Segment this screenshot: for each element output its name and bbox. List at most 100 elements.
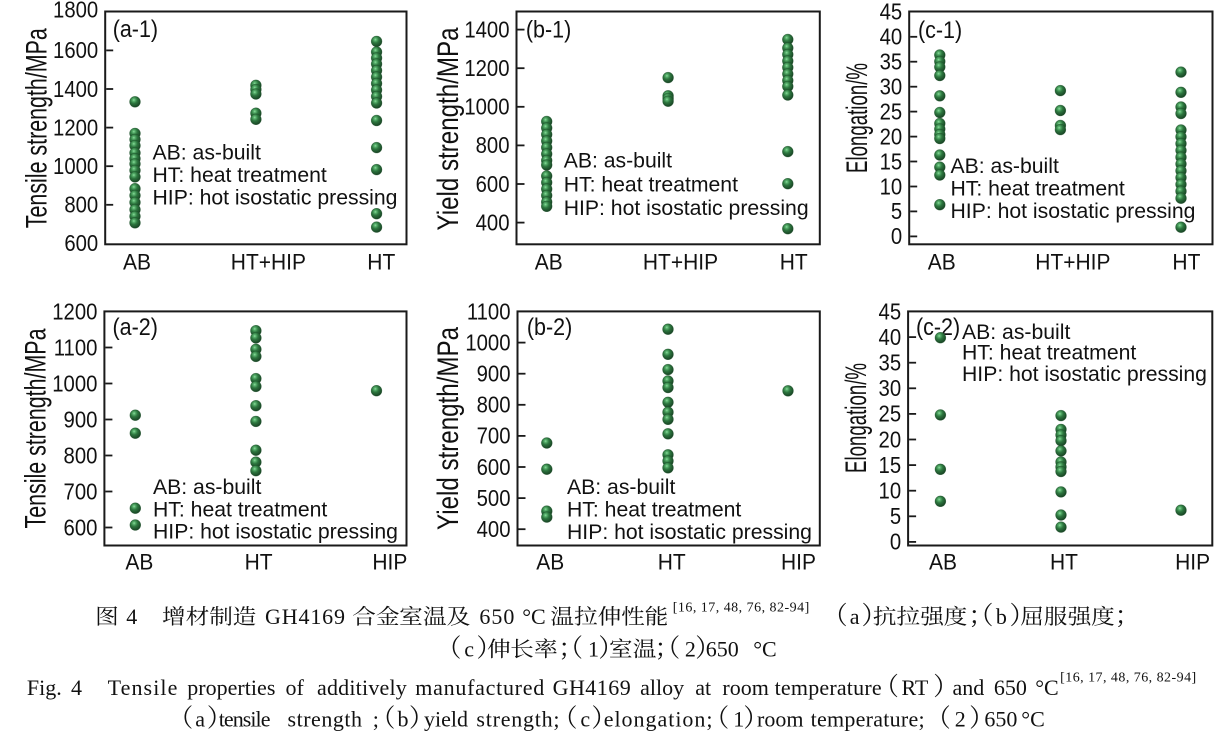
svg-text:elongation;: elongation; — [604, 707, 713, 732]
svg-text:yield: yield — [424, 707, 468, 732]
svg-text:a: a — [195, 707, 205, 732]
svg-text:HT+HIP: HT+HIP — [1035, 250, 1110, 275]
svg-text:AB: AB — [928, 250, 956, 275]
svg-text:1100: 1100 — [467, 299, 511, 324]
svg-text:HIP: hot isostatic pressing: HIP: hot isostatic pressing — [153, 186, 398, 209]
svg-text:HIP: hot isostatic pressing: HIP: hot isostatic pressing — [962, 363, 1207, 386]
svg-text:AB: as-built: AB: as-built — [951, 155, 1059, 178]
svg-text:and: and — [953, 675, 985, 700]
svg-text:0: 0 — [890, 530, 901, 555]
svg-text:strength: strength — [288, 707, 363, 732]
svg-text:40: 40 — [879, 325, 902, 350]
svg-text:HIP: HIP — [1175, 550, 1210, 575]
svg-text:HIP: hot isostatic pressing: HIP: hot isostatic pressing — [567, 521, 812, 544]
svg-text:(b-2): (b-2) — [527, 313, 572, 340]
svg-text:Elongation/%: Elongation/% — [840, 63, 873, 173]
svg-text:AB: as-built: AB: as-built — [962, 321, 1070, 344]
svg-text:AB: as-built: AB: as-built — [564, 149, 672, 172]
svg-text:HT+HIP: HT+HIP — [231, 250, 306, 275]
svg-text:1400: 1400 — [53, 77, 98, 102]
svg-text:1600: 1600 — [53, 38, 98, 63]
svg-text:25: 25 — [880, 99, 903, 124]
svg-text:25: 25 — [879, 402, 902, 427]
svg-text:[16, 17, 48, 76, 82-94]: [16, 17, 48, 76, 82-94] — [1060, 671, 1196, 686]
svg-text:5: 5 — [890, 504, 901, 529]
svg-text:HT+HIP: HT+HIP — [643, 250, 718, 275]
svg-text:20: 20 — [880, 124, 903, 149]
svg-text:Fig.: Fig. — [27, 675, 62, 700]
svg-text:45: 45 — [880, 0, 903, 25]
svg-text:1200: 1200 — [464, 56, 509, 81]
svg-text:650: 650 — [984, 707, 1017, 732]
svg-text:AB: as-built: AB: as-built — [153, 142, 261, 165]
svg-text:b: b — [996, 604, 1007, 629]
svg-text:1100: 1100 — [54, 335, 98, 360]
svg-text:600: 600 — [477, 455, 511, 480]
svg-text:10: 10 — [879, 478, 902, 503]
svg-text:900: 900 — [64, 407, 98, 432]
svg-text:of: of — [286, 675, 305, 700]
svg-text:45: 45 — [879, 299, 902, 324]
svg-text:30: 30 — [879, 376, 902, 401]
svg-text:1400: 1400 — [464, 17, 509, 42]
svg-text:800: 800 — [477, 393, 511, 418]
svg-text:35: 35 — [879, 350, 902, 375]
svg-text:1000: 1000 — [53, 154, 98, 179]
svg-text:800: 800 — [64, 193, 98, 218]
svg-text:1200: 1200 — [52, 299, 97, 324]
svg-text:c: c — [580, 707, 590, 732]
svg-text:HT: HT — [658, 550, 686, 575]
svg-text:tensile: tensile — [219, 707, 271, 732]
svg-text:manufactured: manufactured — [415, 675, 544, 700]
svg-text:at: at — [695, 675, 711, 700]
svg-text:800: 800 — [64, 443, 98, 468]
svg-text:4: 4 — [71, 675, 82, 700]
svg-text:AB: AB — [929, 550, 957, 575]
svg-text:700: 700 — [477, 424, 511, 449]
svg-text:HT: heat treatment: HT: heat treatment — [951, 177, 1125, 200]
svg-text:700: 700 — [64, 479, 98, 504]
svg-text:GH4169: GH4169 — [553, 675, 631, 700]
svg-text:HIP: HIP — [781, 550, 816, 575]
svg-text:900: 900 — [477, 361, 511, 386]
svg-text:c: c — [464, 637, 474, 662]
svg-text:temperature;: temperature; — [811, 707, 925, 732]
svg-text:1000: 1000 — [465, 330, 510, 355]
svg-text:400: 400 — [476, 210, 510, 235]
svg-text:400: 400 — [477, 517, 511, 542]
svg-text:a: a — [850, 604, 860, 629]
svg-text:Elongation/%: Elongation/% — [839, 363, 872, 473]
svg-text:AB: as-built: AB: as-built — [567, 476, 675, 499]
svg-text:20: 20 — [879, 427, 902, 452]
svg-text:HT: HT — [780, 250, 808, 275]
svg-text:2: 2 — [955, 707, 966, 732]
svg-text:1800: 1800 — [53, 0, 98, 23]
svg-text:15: 15 — [880, 149, 903, 174]
svg-text:HT: HT — [245, 550, 273, 575]
svg-text:HT: HT — [1172, 250, 1200, 275]
svg-text:40: 40 — [880, 25, 903, 50]
svg-text:Tensile strength/MPa: Tensile strength/MPa — [20, 28, 53, 228]
svg-text:10: 10 — [880, 174, 903, 199]
svg-text:15: 15 — [879, 453, 902, 478]
svg-text:HT: heat treatment: HT: heat treatment — [962, 341, 1136, 364]
svg-text:properties: properties — [187, 675, 275, 700]
svg-text:2: 2 — [685, 637, 696, 662]
svg-text:600: 600 — [476, 172, 510, 197]
svg-text:35: 35 — [880, 49, 903, 74]
svg-text:strength;: strength; — [476, 707, 559, 732]
svg-text:(a-2): (a-2) — [113, 313, 158, 340]
svg-text:650: 650 — [994, 675, 1027, 700]
svg-text:HIP: hot isostatic pressing: HIP: hot isostatic pressing — [153, 520, 398, 543]
svg-text:room: room — [722, 675, 768, 700]
svg-text:(a-1): (a-1) — [113, 15, 158, 42]
svg-text:600: 600 — [64, 515, 98, 540]
svg-text:HIP: hot isostatic pressing: HIP: hot isostatic pressing — [951, 200, 1196, 223]
svg-text:800: 800 — [476, 133, 510, 158]
svg-text:°C: °C — [1021, 707, 1044, 732]
svg-text:4: 4 — [126, 604, 137, 629]
svg-text:HT: HT — [1050, 550, 1078, 575]
svg-text:1000: 1000 — [52, 371, 97, 396]
svg-text:°C: °C — [1035, 675, 1058, 700]
svg-text:AB: as-built: AB: as-built — [153, 476, 261, 499]
